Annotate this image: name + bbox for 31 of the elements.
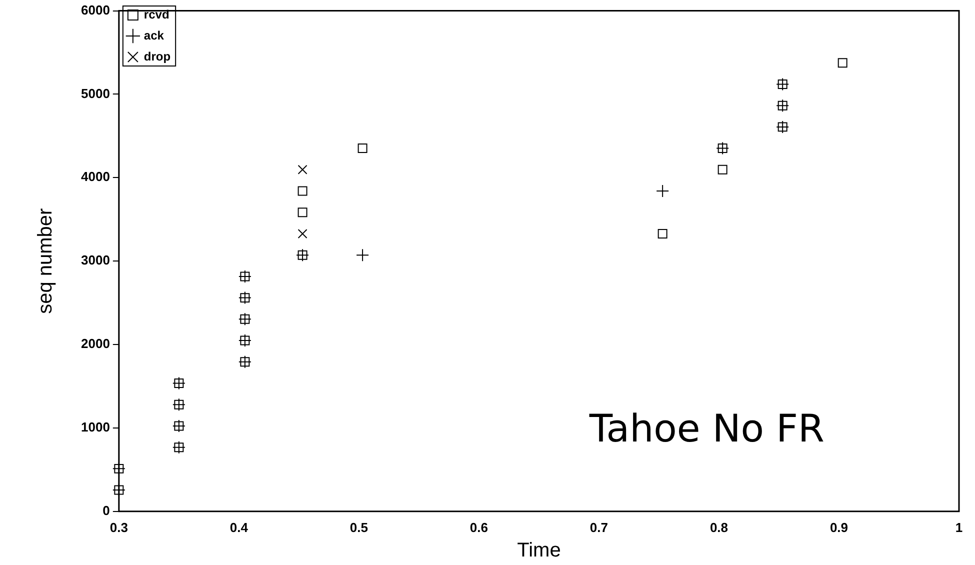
point bbox=[658, 228, 668, 238]
point bbox=[356, 248, 370, 262]
x-tick-label: 0.4 bbox=[230, 520, 249, 535]
y-axis-title: seq number bbox=[34, 208, 57, 314]
legend-label: drop bbox=[144, 49, 171, 64]
y-tick-label: 0 bbox=[102, 502, 110, 518]
x-tick-label: 0.6 bbox=[470, 520, 488, 535]
point bbox=[298, 186, 308, 196]
y-tick-label: 4000 bbox=[81, 169, 110, 184]
legend-label: rcvd bbox=[144, 7, 170, 22]
x-tick-label: 0.3 bbox=[110, 520, 128, 535]
x-tick-label: 0.9 bbox=[830, 520, 848, 535]
y-tick-label: 5000 bbox=[81, 86, 110, 101]
point bbox=[298, 228, 308, 238]
point bbox=[718, 164, 728, 174]
x-tick-label: 0.8 bbox=[710, 520, 728, 535]
y-tick-label: 2000 bbox=[81, 336, 110, 352]
y-tick-label: 3000 bbox=[81, 252, 110, 268]
point bbox=[298, 208, 308, 218]
point bbox=[838, 58, 848, 68]
point bbox=[656, 184, 670, 198]
x-tick-label: 0.7 bbox=[590, 520, 608, 535]
x-tick-label: 1 bbox=[955, 520, 963, 535]
y-tick-label: 6000 bbox=[81, 2, 110, 18]
legend-label: ack bbox=[144, 28, 164, 42]
annotation: Tahoe No FR bbox=[588, 406, 824, 450]
x-tick-label: 0.5 bbox=[350, 520, 368, 535]
y-tick-label: 1000 bbox=[81, 420, 110, 435]
point bbox=[358, 144, 368, 154]
x-axis-title: Time bbox=[517, 540, 561, 562]
point bbox=[298, 164, 308, 174]
